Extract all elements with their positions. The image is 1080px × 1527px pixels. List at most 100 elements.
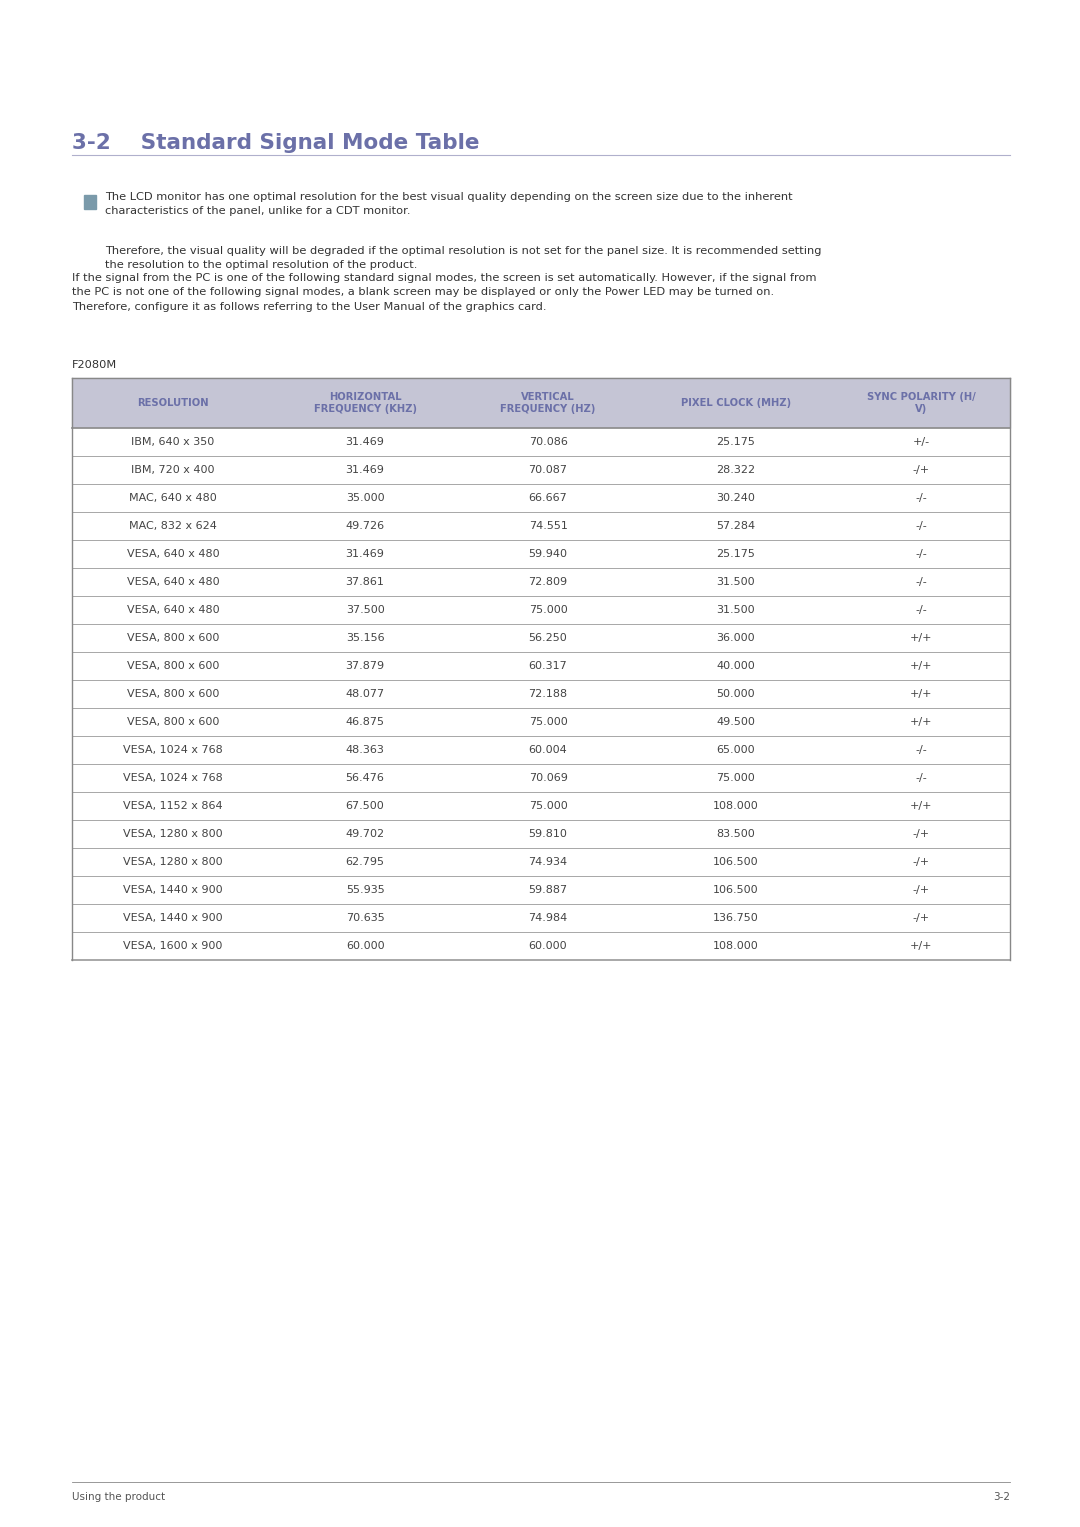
Text: VESA, 800 x 600: VESA, 800 x 600 [126, 718, 219, 727]
Text: VESA, 640 x 480: VESA, 640 x 480 [126, 550, 219, 559]
Bar [72, 904, 1010, 931]
Text: -/-: -/- [915, 577, 927, 586]
Text: 35.156: 35.156 [346, 634, 384, 643]
Text: 59.810: 59.810 [528, 829, 567, 838]
Text: 35.000: 35.000 [346, 493, 384, 502]
Bar [72, 680, 1010, 709]
Bar [72, 379, 1010, 428]
Text: 57.284: 57.284 [716, 521, 755, 531]
Bar [72, 931, 1010, 960]
Text: Therefore, the visual quality will be degraded if the optimal resolution is not : Therefore, the visual quality will be de… [105, 246, 822, 270]
Bar [72, 484, 1010, 512]
Bar [72, 764, 1010, 793]
Text: -/+: -/+ [913, 913, 930, 922]
Text: 75.000: 75.000 [716, 773, 755, 783]
Text: -/+: -/+ [913, 829, 930, 838]
Text: 37.500: 37.500 [346, 605, 384, 615]
Text: +/-: +/- [913, 437, 930, 447]
Text: MAC, 832 x 624: MAC, 832 x 624 [129, 521, 217, 531]
Text: 60.004: 60.004 [528, 745, 567, 754]
Text: 49.702: 49.702 [346, 829, 384, 838]
Text: 31.500: 31.500 [716, 577, 755, 586]
Bar [72, 793, 1010, 820]
Text: 70.069: 70.069 [528, 773, 567, 783]
Text: 3-2    Standard Signal Mode Table: 3-2 Standard Signal Mode Table [72, 133, 480, 153]
Text: 46.875: 46.875 [346, 718, 384, 727]
Text: 75.000: 75.000 [528, 718, 567, 727]
Bar [72, 709, 1010, 736]
Text: +/+: +/+ [909, 689, 932, 699]
Text: -/+: -/+ [913, 886, 930, 895]
Text: VESA, 640 x 480: VESA, 640 x 480 [126, 577, 219, 586]
Text: VESA, 1440 x 900: VESA, 1440 x 900 [123, 913, 222, 922]
Bar [72, 652, 1010, 680]
Text: -/+: -/+ [913, 857, 930, 867]
Text: 48.363: 48.363 [346, 745, 384, 754]
Text: 36.000: 36.000 [716, 634, 755, 643]
Text: 67.500: 67.500 [346, 802, 384, 811]
Text: 75.000: 75.000 [528, 605, 567, 615]
Text: 60.000: 60.000 [529, 941, 567, 951]
Text: 56.476: 56.476 [346, 773, 384, 783]
Text: 31.469: 31.469 [346, 466, 384, 475]
Text: 48.077: 48.077 [346, 689, 384, 699]
Text: 40.000: 40.000 [716, 661, 755, 670]
Bar [72, 876, 1010, 904]
Text: -/+: -/+ [913, 466, 930, 475]
Text: 49.500: 49.500 [716, 718, 755, 727]
Text: -/-: -/- [915, 521, 927, 531]
Bar [72, 820, 1010, 847]
Text: 74.984: 74.984 [528, 913, 568, 922]
Text: 31.500: 31.500 [716, 605, 755, 615]
Text: VESA, 800 x 600: VESA, 800 x 600 [126, 689, 219, 699]
Text: VESA, 800 x 600: VESA, 800 x 600 [126, 661, 219, 670]
Text: 72.809: 72.809 [528, 577, 568, 586]
Text: 25.175: 25.175 [716, 437, 755, 447]
Bar [72, 736, 1010, 764]
Text: The LCD monitor has one optimal resolution for the best visual quality depending: The LCD monitor has one optimal resoluti… [105, 192, 793, 217]
Text: VESA, 1024 x 768: VESA, 1024 x 768 [123, 745, 222, 754]
Bar [72, 625, 1010, 652]
Text: VESA, 1280 x 800: VESA, 1280 x 800 [123, 857, 222, 867]
Text: -/-: -/- [915, 550, 927, 559]
Text: 60.000: 60.000 [346, 941, 384, 951]
Text: If the signal from the PC is one of the following standard signal modes, the scr: If the signal from the PC is one of the … [72, 273, 816, 312]
Text: 37.861: 37.861 [346, 577, 384, 586]
Text: -/-: -/- [915, 493, 927, 502]
Text: SYNC POLARITY (H/
V): SYNC POLARITY (H/ V) [866, 392, 975, 414]
Text: VESA, 640 x 480: VESA, 640 x 480 [126, 605, 219, 615]
Text: 108.000: 108.000 [713, 802, 758, 811]
Text: Using the product: Using the product [72, 1492, 165, 1503]
Text: 108.000: 108.000 [713, 941, 758, 951]
Bar [72, 428, 1010, 457]
Bar [72, 596, 1010, 625]
Text: VESA, 1440 x 900: VESA, 1440 x 900 [123, 886, 222, 895]
Text: 136.750: 136.750 [713, 913, 758, 922]
Text: RESOLUTION: RESOLUTION [137, 399, 208, 408]
Bar [84, 195, 96, 209]
Text: 70.635: 70.635 [346, 913, 384, 922]
Text: 56.250: 56.250 [528, 634, 567, 643]
Text: VESA, 800 x 600: VESA, 800 x 600 [126, 634, 219, 643]
Text: HORIZONTAL
FREQUENCY (KHZ): HORIZONTAL FREQUENCY (KHZ) [313, 392, 417, 414]
Text: 3-2: 3-2 [993, 1492, 1010, 1503]
Text: 55.935: 55.935 [346, 886, 384, 895]
Text: -/-: -/- [915, 605, 927, 615]
Text: 60.317: 60.317 [528, 661, 567, 670]
Text: 62.795: 62.795 [346, 857, 384, 867]
Text: +/+: +/+ [909, 718, 932, 727]
Text: IBM, 640 x 350: IBM, 640 x 350 [131, 437, 215, 447]
Text: 74.934: 74.934 [528, 857, 568, 867]
Text: IBM, 720 x 400: IBM, 720 x 400 [131, 466, 215, 475]
Text: 59.940: 59.940 [528, 550, 567, 559]
Text: 70.086: 70.086 [528, 437, 567, 447]
Text: 70.087: 70.087 [528, 466, 567, 475]
Text: 74.551: 74.551 [528, 521, 567, 531]
Text: 37.879: 37.879 [346, 661, 384, 670]
Text: VERTICAL
FREQUENCY (HZ): VERTICAL FREQUENCY (HZ) [500, 392, 596, 414]
Text: 31.469: 31.469 [346, 550, 384, 559]
Text: VESA, 1024 x 768: VESA, 1024 x 768 [123, 773, 222, 783]
Text: 72.188: 72.188 [528, 689, 568, 699]
Text: 59.887: 59.887 [528, 886, 568, 895]
Text: F2080M: F2080M [72, 360, 118, 370]
